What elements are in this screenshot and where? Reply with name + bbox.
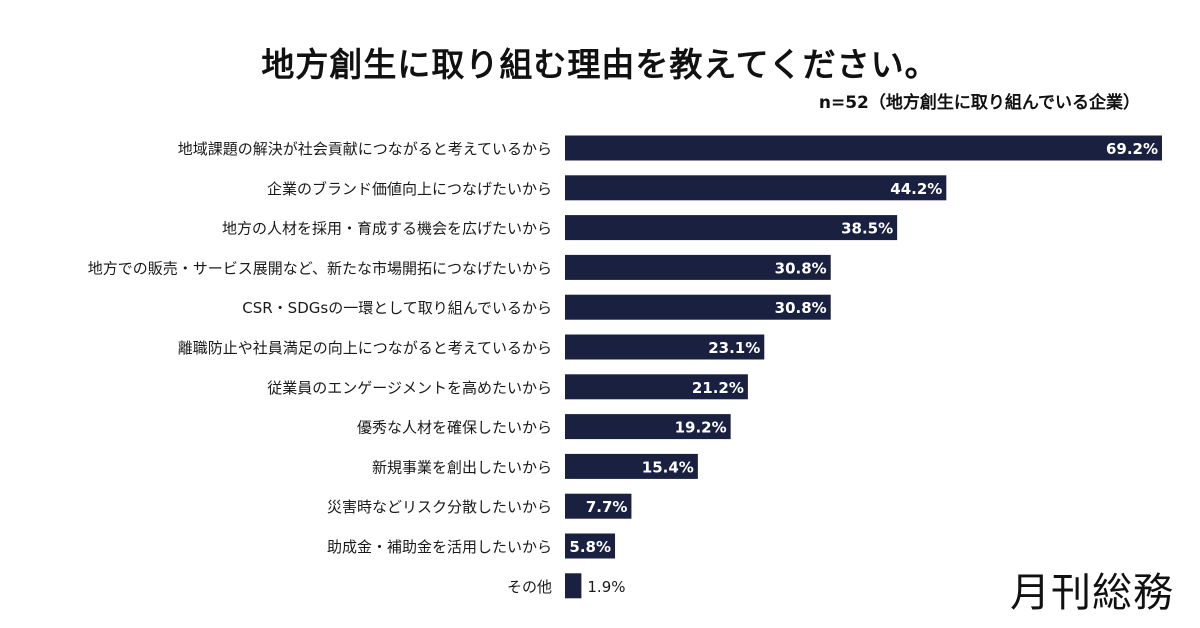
value-label: 5.8% bbox=[569, 538, 611, 556]
value-label: 30.8% bbox=[775, 259, 827, 277]
bar bbox=[565, 334, 765, 360]
bar bbox=[565, 294, 831, 320]
value-label: 1.9% bbox=[587, 578, 625, 596]
category-label: 助成金・補助金を活用したいから bbox=[327, 538, 552, 556]
bar bbox=[565, 175, 947, 201]
bar bbox=[565, 254, 831, 280]
category-label: 災害時などリスク分散したいから bbox=[327, 498, 552, 516]
category-label: 従業員のエンゲージメントを高めたいから bbox=[267, 379, 552, 397]
bar bbox=[565, 414, 731, 440]
value-label: 38.5% bbox=[841, 220, 893, 238]
chart-title: 地方創生に取り組む理由を教えてください。 bbox=[261, 45, 939, 84]
bar bbox=[565, 374, 748, 400]
value-label: 21.2% bbox=[692, 379, 744, 397]
value-label: 23.1% bbox=[708, 339, 760, 357]
value-label: 19.2% bbox=[675, 419, 727, 437]
category-label: その他 bbox=[507, 578, 552, 596]
category-label: 地方の人材を採用・育成する機会を広げたいから bbox=[222, 220, 552, 238]
value-label: 69.2% bbox=[1106, 140, 1158, 158]
value-label: 44.2% bbox=[890, 180, 942, 198]
bar bbox=[565, 573, 582, 599]
bar bbox=[565, 533, 616, 559]
value-label: 15.4% bbox=[642, 458, 694, 476]
bar bbox=[565, 493, 632, 519]
category-label: CSR・SDGsの一環として取り組んでいるから bbox=[242, 299, 552, 317]
value-label: 7.7% bbox=[586, 498, 628, 516]
category-label: 優秀な人材を確保したいから bbox=[357, 419, 552, 437]
bar bbox=[565, 215, 898, 241]
category-label: 企業のブランド価値向上につなげたいから bbox=[267, 180, 552, 198]
bar bbox=[565, 453, 698, 479]
category-label: 地方での販売・サービス展開など、新たな市場開拓につなげたいから bbox=[88, 259, 552, 277]
bar bbox=[565, 135, 1162, 161]
value-label: 30.8% bbox=[775, 299, 827, 317]
category-label: 地域課題の解決が社会貢献につながると考えているから bbox=[178, 140, 552, 158]
publisher-logo: 月刊総務 bbox=[1010, 570, 1174, 616]
category-label: 離職防止や社員満足の向上につながると考えているから bbox=[178, 339, 552, 357]
sample-size-note: n=52（地方創生に取り組んでいる企業） bbox=[818, 93, 1140, 113]
category-label: 新規事業を創出したいから bbox=[372, 458, 552, 476]
